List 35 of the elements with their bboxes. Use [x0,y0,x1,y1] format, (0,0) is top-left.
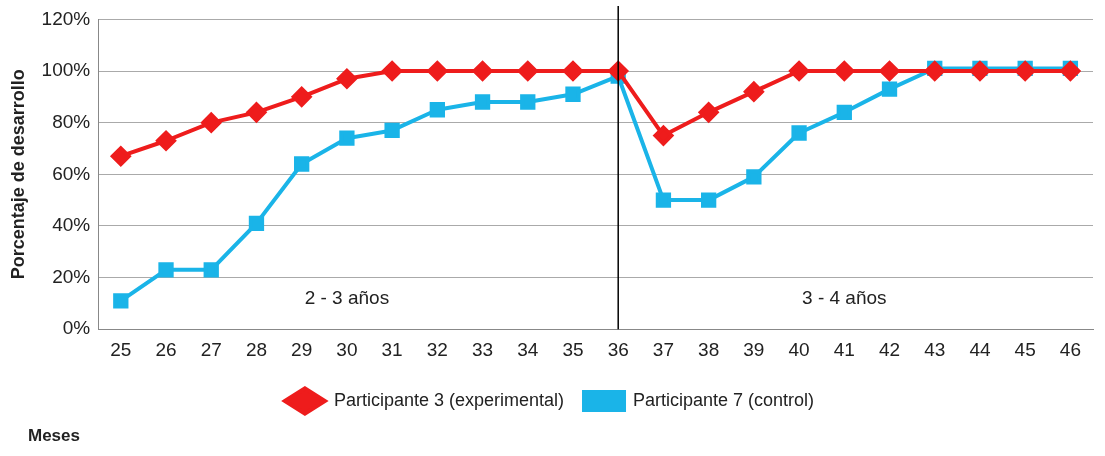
y-tick-label: 40% [52,214,91,236]
x-tick-label: 30 [336,338,358,360]
x-tick-label: 41 [833,338,855,360]
x-tick-label: 27 [200,338,222,360]
x-tick-label: 43 [924,338,946,360]
y-tick-label: 0% [62,317,91,339]
x-tick-label: 34 [517,338,539,360]
x-tick-label: 45 [1014,338,1036,360]
x-tick-label: 33 [471,338,494,360]
annotation: 3 - 4 años [802,287,887,309]
x-tick-label: 38 [698,338,720,360]
x-tick-label: 46 [1059,338,1081,360]
x-tick-label: 25 [110,338,132,360]
x-tick-label: 31 [381,338,403,360]
y-tick-label: 80% [52,110,91,132]
y-tick-label: 20% [52,265,91,287]
x-tick-label: 35 [562,338,584,360]
x-tick-label: 32 [426,338,448,360]
x-tick-label: 39 [743,338,765,360]
legend-label: Participante 7 (control) [633,389,815,410]
y-axis-title: Porcentaje de desarrollo [7,69,28,280]
y-tick-label: 60% [52,162,91,184]
x-tick-label: 44 [969,338,991,360]
x-tick-label: 26 [155,338,177,360]
x-tick-label: 28 [245,338,268,360]
x-tick-label: 37 [652,338,674,360]
x-tick-label: 36 [607,338,629,360]
x-tick-label: 42 [878,338,901,360]
x-tick-label: 29 [291,338,313,360]
y-tick-label: 100% [41,59,91,81]
y-tick-label: 120% [41,7,91,29]
legend-label: Participante 3 (experimental) [333,389,565,410]
annotation: 2 - 3 años [304,287,390,309]
x-axis-title: Meses [28,426,80,446]
x-tick-label: 40 [788,338,810,360]
